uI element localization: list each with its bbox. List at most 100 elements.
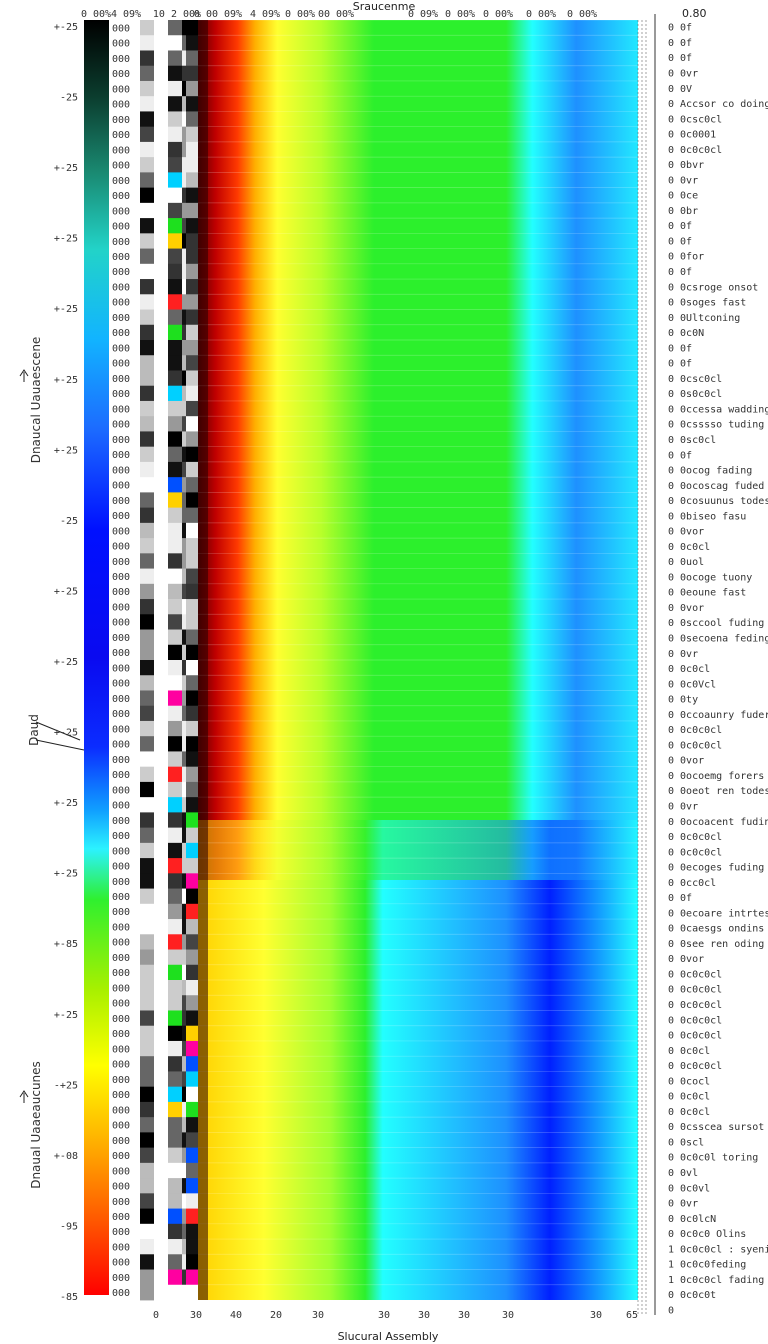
heat-edge bbox=[198, 20, 208, 1300]
value-cell: 000 bbox=[112, 724, 130, 735]
strip-cell bbox=[140, 827, 154, 844]
strip-cell bbox=[186, 660, 198, 676]
strip-cell bbox=[140, 690, 154, 707]
strip-cell bbox=[168, 1254, 182, 1270]
strip-cell bbox=[186, 522, 198, 539]
y-label-arrows bbox=[19, 369, 85, 1103]
strip-cell bbox=[168, 202, 182, 219]
strip-cell bbox=[140, 858, 154, 874]
value-cell: 000 bbox=[112, 130, 130, 141]
bottom-tick-label: 65 bbox=[626, 1310, 638, 1321]
value-cell: 000 bbox=[112, 282, 130, 293]
strip-cell bbox=[168, 538, 182, 554]
strip-cell bbox=[168, 1071, 182, 1088]
strip-cell bbox=[140, 187, 154, 204]
value-cell: 000 bbox=[112, 450, 130, 461]
row-label: 0 0ocog fading bbox=[668, 466, 752, 477]
value-cell: 000 bbox=[112, 542, 130, 553]
row-label: 0 0Ultconing bbox=[668, 313, 740, 324]
strip-cell bbox=[140, 720, 154, 737]
strip-cell bbox=[140, 324, 154, 341]
strip-cell bbox=[140, 583, 154, 600]
strip-cell bbox=[186, 126, 198, 143]
value-cell: 000 bbox=[112, 237, 130, 248]
value-cell: 000 bbox=[112, 374, 130, 385]
strip-cell bbox=[186, 675, 198, 691]
strip-cell bbox=[168, 157, 182, 173]
bottom-tick-label: 30 bbox=[312, 1310, 324, 1321]
value-cell: 000 bbox=[112, 298, 130, 309]
value-cell: 000 bbox=[112, 115, 130, 126]
strip-cell bbox=[168, 1178, 182, 1194]
row-label: 0 0c0cl bbox=[668, 1092, 710, 1103]
row-label: 0 bbox=[668, 1305, 674, 1316]
strip-cell bbox=[186, 690, 198, 707]
row-label: 0 0bvr bbox=[668, 160, 704, 171]
strip-cell bbox=[168, 416, 182, 432]
strip-cell bbox=[168, 1132, 182, 1149]
strip-cell bbox=[168, 461, 182, 478]
strip-cell bbox=[168, 842, 182, 859]
strip-cell bbox=[168, 477, 182, 493]
row-label: 0 0ocoscag fuded bbox=[668, 481, 764, 492]
strip-cell bbox=[168, 980, 182, 996]
strip-cell bbox=[186, 1284, 198, 1301]
value-cell: 000 bbox=[112, 740, 130, 751]
strip-cell bbox=[186, 96, 198, 112]
y-axis-label: Dnaucal Uauaescene bbox=[29, 337, 43, 464]
top-tick-label: 00 00% bbox=[318, 9, 354, 20]
strip-cell bbox=[186, 248, 198, 265]
strip-cell bbox=[186, 370, 198, 387]
value-cell: 000 bbox=[112, 633, 130, 644]
right-guides bbox=[637, 20, 647, 1315]
strip-cell bbox=[168, 1208, 182, 1225]
value-cell: 000 bbox=[112, 1029, 130, 1040]
strip-cell bbox=[186, 736, 198, 752]
strip-cell bbox=[168, 568, 182, 585]
row-label: 0 0c0c0cl bbox=[668, 832, 722, 843]
strip-cell bbox=[140, 279, 154, 295]
value-cell: 000 bbox=[112, 176, 130, 187]
value-cell: 000 bbox=[112, 222, 130, 233]
value-cell: 000 bbox=[112, 999, 130, 1010]
strip-cell bbox=[168, 355, 182, 371]
strip-cell bbox=[186, 446, 198, 463]
row-label: 0 0vr bbox=[668, 69, 698, 80]
row-label: 0 0for bbox=[668, 252, 704, 263]
bottom-tick-label: 0 bbox=[153, 1310, 159, 1321]
row-label: 0 0f bbox=[668, 343, 692, 354]
value-cell: 000 bbox=[112, 648, 130, 659]
row-label: 0 0sc0cl bbox=[668, 435, 716, 446]
top-tick-label: 0 00% bbox=[285, 9, 315, 20]
strip-cell bbox=[140, 1162, 154, 1179]
row-label: 0 0c0cl bbox=[668, 542, 710, 553]
strip-cell bbox=[168, 324, 182, 341]
strip-cell bbox=[140, 431, 154, 448]
strip-cell bbox=[140, 294, 154, 310]
row-label: 0 0caesgs ondins bbox=[668, 924, 764, 935]
left-mark-label: +-25 bbox=[54, 375, 78, 386]
value-cell: 000 bbox=[112, 877, 130, 888]
left-mark-label: +-25 bbox=[54, 304, 78, 315]
strip-cell bbox=[168, 660, 182, 676]
strip-cell bbox=[186, 35, 198, 51]
heatmap-blend bbox=[198, 760, 638, 880]
row-label: 0 0sccool fuding bbox=[668, 618, 764, 629]
row-label: 0 0c0c0cl bbox=[668, 740, 722, 751]
row-label: 0 0oeot ren todes bbox=[668, 786, 768, 797]
value-cell: 000 bbox=[112, 709, 130, 720]
strip-cell bbox=[186, 553, 198, 569]
strip-cell bbox=[140, 492, 154, 509]
strip-cell bbox=[140, 705, 154, 722]
value-cell: 000 bbox=[112, 23, 130, 34]
strip-cell bbox=[140, 934, 154, 950]
strip-cell bbox=[140, 157, 154, 173]
top-tick-label: 0 00% bbox=[567, 9, 597, 20]
strip-cell bbox=[186, 1147, 198, 1164]
strip-cell bbox=[140, 50, 154, 67]
strip-cell bbox=[168, 233, 182, 249]
value-cell: 000 bbox=[112, 100, 130, 111]
row-label: 0 0f bbox=[668, 893, 692, 904]
value-cell: 000 bbox=[112, 1166, 130, 1177]
row-label: 0 0csscea sursot bbox=[668, 1122, 764, 1133]
